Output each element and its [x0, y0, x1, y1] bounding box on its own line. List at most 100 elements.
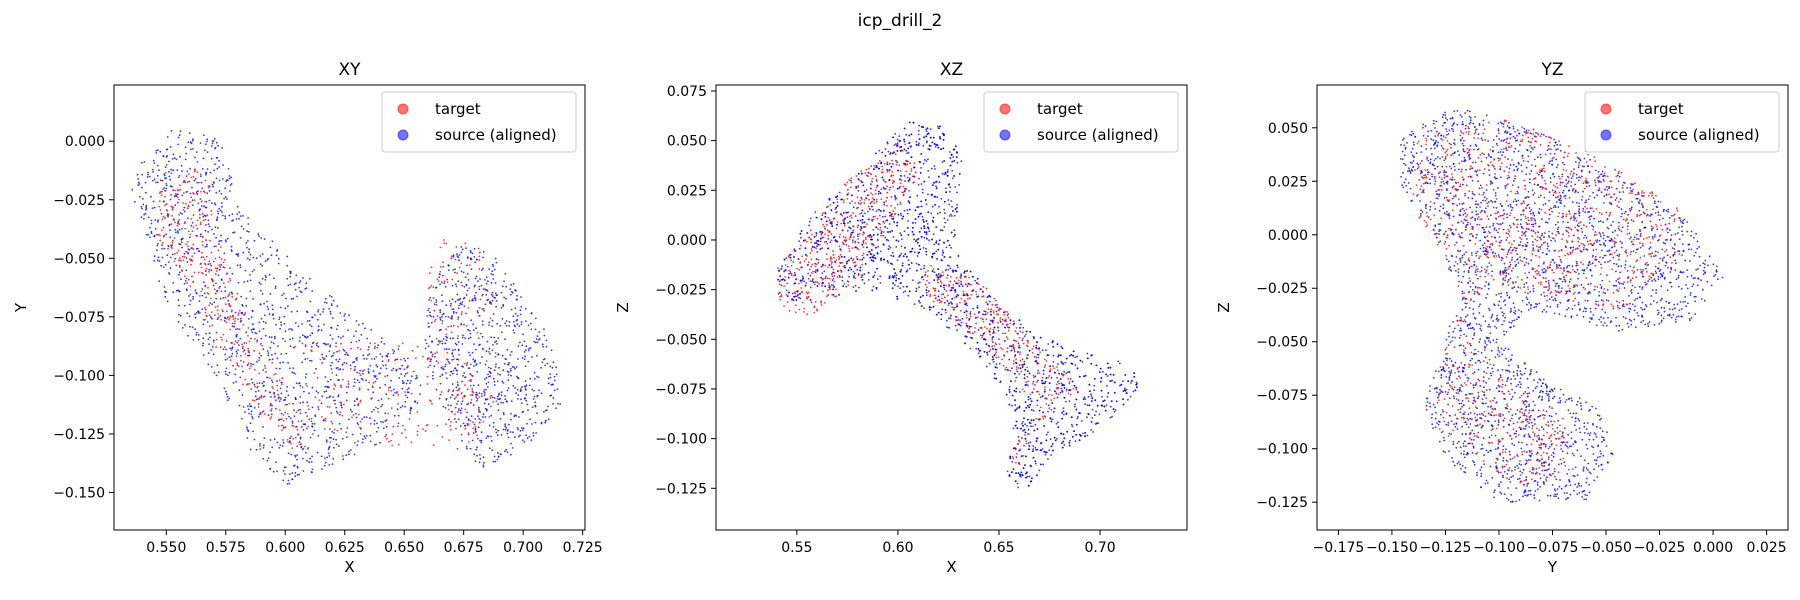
scatter-point — [269, 292, 272, 295]
scatter-point — [324, 297, 327, 300]
scatter-point — [514, 325, 517, 328]
scatter-point — [815, 216, 818, 219]
scatter-point — [330, 420, 333, 423]
scatter-point — [530, 312, 533, 314]
scatter-point — [328, 464, 331, 466]
scatter-point — [358, 381, 361, 384]
scatter-point — [841, 279, 844, 282]
scatter-point — [904, 246, 906, 249]
scatter-point — [180, 238, 183, 241]
scatter-point — [508, 321, 511, 323]
scatter-point — [498, 392, 501, 395]
scatter-point — [468, 379, 471, 382]
scatter-point — [841, 276, 844, 278]
scatter-point — [900, 282, 902, 284]
scatter-point — [937, 243, 940, 246]
scatter-point — [925, 247, 927, 250]
scatter-point — [861, 278, 864, 281]
scatter-point — [963, 272, 966, 274]
scatter-point — [230, 341, 233, 344]
scatter-point — [283, 292, 285, 295]
scatter-point — [208, 343, 211, 345]
scatter-point — [278, 400, 281, 403]
scatter-point — [321, 353, 323, 356]
scatter-point — [217, 313, 220, 315]
scatter-point — [258, 382, 261, 384]
scatter-point — [311, 290, 314, 292]
scatter-point — [948, 326, 950, 329]
scatter-point — [218, 243, 220, 245]
scatter-point — [404, 391, 406, 393]
scatter-point — [281, 377, 284, 380]
scatter-point — [478, 396, 480, 398]
scatter-point — [879, 275, 882, 278]
scatter-point — [892, 236, 895, 238]
scatter-point — [214, 203, 217, 206]
scatter-point — [272, 342, 275, 345]
scatter-point — [963, 311, 966, 314]
scatter-point — [1056, 343, 1059, 346]
scatter-point — [1070, 423, 1073, 426]
scatter-point — [213, 301, 216, 304]
scatter-point — [1086, 434, 1089, 437]
scatter-point — [531, 356, 533, 358]
scatter-point — [1042, 463, 1045, 466]
scatter-point — [210, 213, 213, 216]
scatter-point — [310, 345, 313, 348]
scatter-point — [336, 366, 339, 369]
scatter-point — [950, 200, 953, 202]
scatter-point — [191, 221, 194, 224]
scatter-point — [861, 209, 864, 212]
scatter-point — [430, 351, 432, 353]
scatter-point — [212, 185, 215, 188]
scatter-point — [313, 429, 316, 432]
scatter-point — [876, 267, 878, 270]
scatter-point — [778, 291, 781, 294]
scatter-point — [261, 264, 264, 267]
scatter-point — [310, 471, 313, 473]
scatter-point — [470, 399, 473, 401]
scatter-point — [452, 369, 455, 372]
scatter-point — [437, 280, 440, 282]
scatter-point — [387, 412, 390, 415]
scatter-point — [286, 255, 289, 258]
scatter-point — [478, 288, 481, 291]
scatter-point — [189, 303, 191, 306]
scatter-point — [225, 373, 227, 375]
scatter-point — [424, 339, 427, 341]
scatter-point — [540, 422, 543, 425]
scatter-point — [1028, 475, 1031, 478]
scatter-point — [445, 398, 448, 401]
scatter-point — [387, 359, 390, 361]
scatter-point — [182, 237, 184, 240]
scatter-point — [183, 252, 186, 255]
scatter-point — [510, 453, 512, 456]
scatter-point — [896, 138, 899, 141]
scatter-point — [460, 407, 463, 410]
scatter-point — [253, 269, 256, 271]
scatter-point — [277, 345, 279, 347]
scatter-point — [267, 376, 269, 379]
scatter-point — [309, 334, 312, 337]
scatter-point — [920, 183, 923, 185]
scatter-point — [178, 266, 181, 268]
scatter-point — [211, 280, 214, 283]
scatter-point — [928, 176, 930, 179]
scatter-point — [377, 426, 380, 429]
scatter-point — [468, 300, 471, 302]
scatter-point — [1084, 403, 1086, 406]
scatter-point — [1030, 400, 1033, 403]
scatter-point — [200, 190, 202, 193]
scatter-point — [206, 138, 209, 141]
scatter-point — [934, 146, 937, 148]
scatter-point — [502, 382, 505, 384]
scatter-point — [950, 289, 953, 292]
scatter-point — [228, 303, 231, 306]
scatter-point — [1090, 393, 1092, 396]
scatter-point — [445, 358, 448, 360]
scatter-point — [493, 384, 496, 386]
scatter-point — [523, 441, 526, 443]
scatter-point — [287, 452, 290, 455]
scatter-point — [239, 317, 242, 320]
scatter-point — [229, 184, 232, 187]
